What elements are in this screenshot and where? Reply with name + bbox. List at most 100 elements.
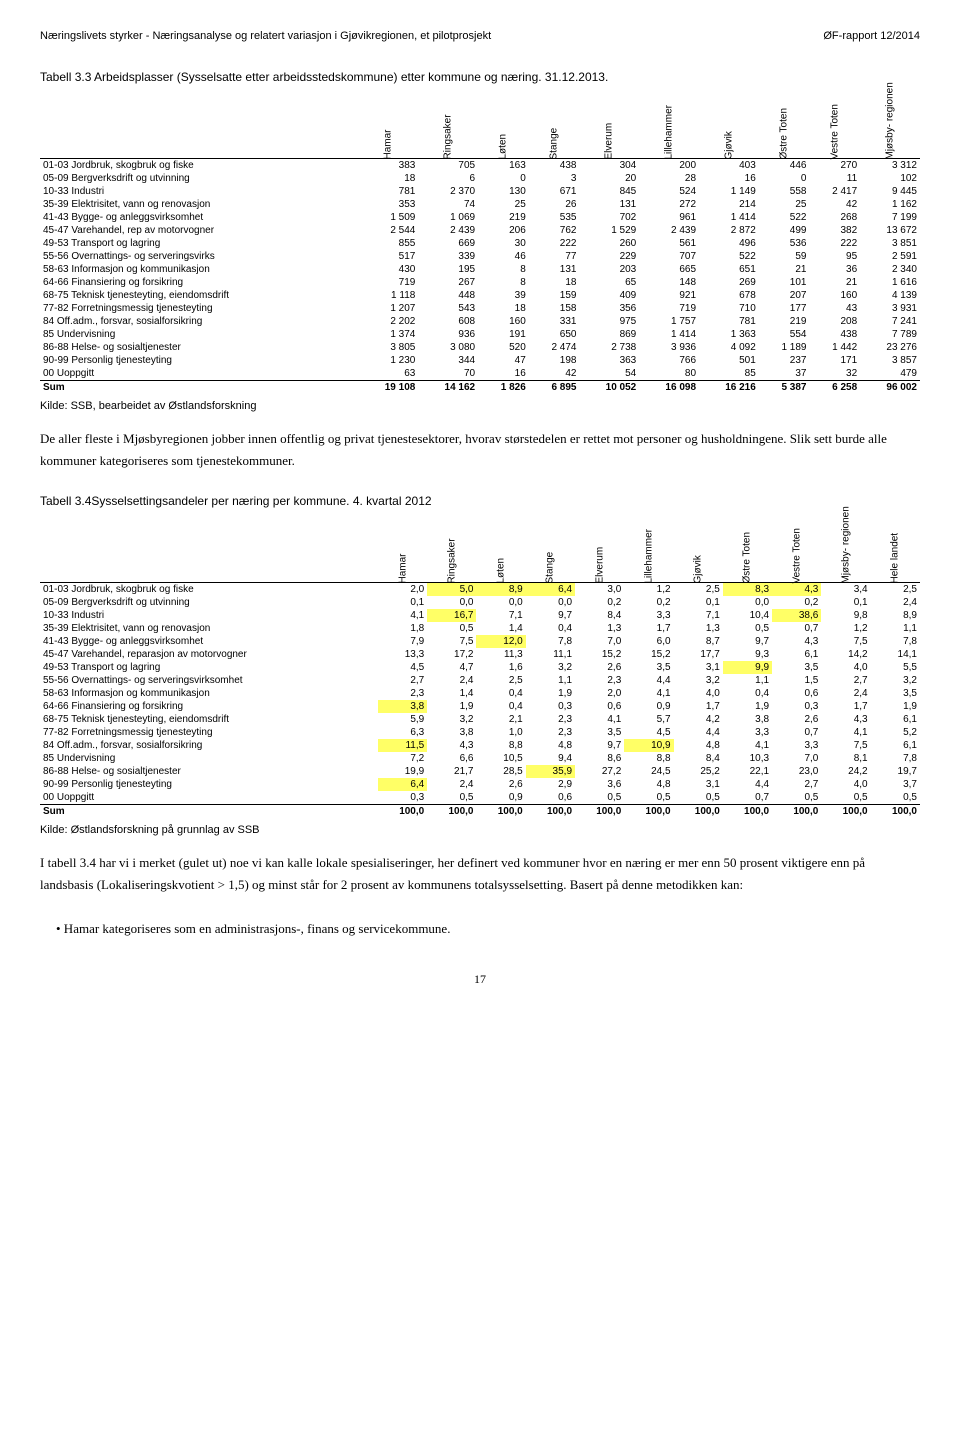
cell: 25 — [759, 198, 810, 211]
cell: 5,2 — [871, 726, 920, 739]
column-header: Lillehammer — [639, 88, 699, 159]
table-row: 84 Off.adm., forsvar, sosialforsikring11… — [40, 739, 920, 752]
cell: 6,1 — [871, 713, 920, 726]
row-label: 45-47 Varehandel, reparasjon av motorvog… — [40, 648, 378, 661]
cell: 85 — [699, 367, 759, 381]
cell: 1,8 — [378, 622, 427, 635]
cell: 2 544 — [359, 224, 419, 237]
cell: 8 — [478, 263, 529, 276]
cell: 7,1 — [476, 609, 525, 622]
cell: 446 — [759, 159, 810, 173]
cell: 0,9 — [624, 700, 673, 713]
cell: 19,7 — [871, 765, 920, 778]
column-header: Vestre Toten — [809, 88, 860, 159]
cell: 9,9 — [723, 661, 772, 674]
table-row: 90-99 Personlig tjenesteyting1 230344471… — [40, 354, 920, 367]
cell: 781 — [359, 185, 419, 198]
cell: 39 — [478, 289, 529, 302]
cell: 2 439 — [639, 224, 699, 237]
cell: 2,6 — [772, 713, 821, 726]
cell: 3,3 — [723, 726, 772, 739]
cell: 438 — [809, 328, 860, 341]
cell: 11,5 — [378, 739, 427, 752]
cell: 438 — [529, 159, 580, 173]
cell: 339 — [418, 250, 478, 263]
cell: 766 — [639, 354, 699, 367]
cell: 23,0 — [772, 765, 821, 778]
row-label: 45-47 Varehandel, rep av motorvogner — [40, 224, 359, 237]
cell: 5,0 — [427, 583, 476, 597]
cell: 0,9 — [476, 791, 525, 805]
table-row: 90-99 Personlig tjenesteyting6,42,42,62,… — [40, 778, 920, 791]
cell: 7,5 — [821, 739, 870, 752]
cell: 3,2 — [674, 674, 723, 687]
cell: 1 414 — [699, 211, 759, 224]
cell: 3,4 — [821, 583, 870, 597]
cell: 70 — [418, 367, 478, 381]
table-row: 05-09 Bergverksdrift og utvinning1860320… — [40, 172, 920, 185]
cell: 781 — [699, 315, 759, 328]
cell: 237 — [759, 354, 810, 367]
cell: 356 — [579, 302, 639, 315]
cell: 0,1 — [378, 596, 427, 609]
cell: 24,5 — [624, 765, 673, 778]
row-label: 77-82 Forretningsmessig tjenesteyting — [40, 726, 378, 739]
cell: 4,5 — [624, 726, 673, 739]
cell: 11 — [809, 172, 860, 185]
cell: 23 276 — [860, 341, 920, 354]
table-3-4-title: Tabell 3.4Sysselsettingsandeler per næri… — [40, 494, 920, 508]
cell: 8,7 — [674, 635, 723, 648]
cell: 16 — [478, 367, 529, 381]
cell: 3 312 — [860, 159, 920, 173]
cell: 4,2 — [674, 713, 723, 726]
cell: 0,3 — [526, 700, 575, 713]
cell: 2,7 — [821, 674, 870, 687]
header-left: Næringslivets styrker - Næringsanalyse o… — [40, 30, 491, 42]
row-label: 58-63 Informasjon og kommunikasjon — [40, 263, 359, 276]
cell: 8,8 — [476, 739, 525, 752]
cell: 10,9 — [624, 739, 673, 752]
row-label: 55-56 Overnattings- og serveringsvirksom… — [40, 674, 378, 687]
cell: 1,1 — [526, 674, 575, 687]
column-header: Vestre Toten — [772, 512, 821, 583]
cell: 430 — [359, 263, 419, 276]
cell: 7,5 — [427, 635, 476, 648]
row-label: 64-66 Finansiering og forsikring — [40, 700, 378, 713]
cell: 3,5 — [772, 661, 821, 674]
cell: 272 — [639, 198, 699, 211]
cell: 102 — [860, 172, 920, 185]
cell: 18 — [359, 172, 419, 185]
table-row: 00 Uoppgitt637016425480853732479 — [40, 367, 920, 381]
cell: 2,4 — [427, 778, 476, 791]
cell: 4,3 — [772, 583, 821, 597]
cell: 403 — [699, 159, 759, 173]
cell: 160 — [809, 289, 860, 302]
cell: 2,5 — [674, 583, 723, 597]
row-label: 90-99 Personlig tjenesteyting — [40, 778, 378, 791]
cell: 0,7 — [723, 791, 772, 805]
table-3-4: HamarRingsakerLøtenStangeElverumLilleham… — [40, 512, 920, 818]
column-header: Mjøsby- regionen — [860, 88, 920, 159]
table-row: 84 Off.adm., forsvar, sosialforsikring2 … — [40, 315, 920, 328]
cell: 2,9 — [526, 778, 575, 791]
cell: 1 207 — [359, 302, 419, 315]
cell: 2,4 — [871, 596, 920, 609]
cell: 0,4 — [526, 622, 575, 635]
cell: 2,7 — [772, 778, 821, 791]
cell: 95 — [809, 250, 860, 263]
cell: 260 — [579, 237, 639, 250]
cell: 671 — [529, 185, 580, 198]
table-3-4-source: Kilde: Østlandsforskning på grunnlag av … — [40, 824, 920, 836]
cell: 15,2 — [575, 648, 624, 661]
cell: 1 162 — [860, 198, 920, 211]
cell: 8,8 — [624, 752, 673, 765]
cell: 0,0 — [723, 596, 772, 609]
table-row: 68-75 Teknisk tjenesteyting, eiendomsdri… — [40, 289, 920, 302]
cell: 214 — [699, 198, 759, 211]
cell: 7,0 — [575, 635, 624, 648]
cell: 2 591 — [860, 250, 920, 263]
cell: 1,2 — [821, 622, 870, 635]
paragraph-2: I tabell 3.4 har vi i merket (gulet ut) … — [40, 852, 920, 896]
cell: 2 474 — [529, 341, 580, 354]
cell: 382 — [809, 224, 860, 237]
